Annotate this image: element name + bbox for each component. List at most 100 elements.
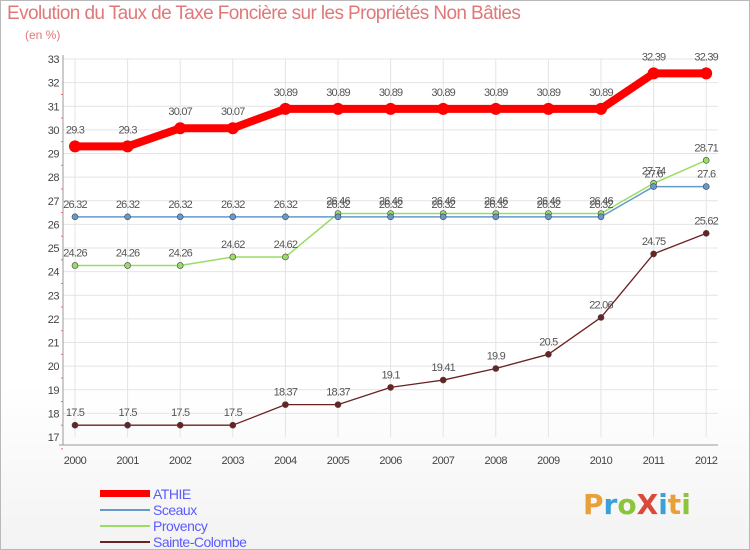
data-point-athie-2009 xyxy=(542,102,555,115)
data-label-sceaux-2003: 26.32 xyxy=(221,199,245,211)
legend-swatch-provency xyxy=(100,525,150,527)
data-point-sceaux-2002 xyxy=(176,213,184,221)
data-label-sceaux-2005: 26.32 xyxy=(326,199,350,211)
data-label-athie-2004: 30.89 xyxy=(274,87,298,99)
data-label-sceaux-2008: 26.32 xyxy=(484,199,508,211)
data-label-sceaux-2007: 26.32 xyxy=(431,199,455,211)
x-tick-label-2003: 2003 xyxy=(222,455,245,467)
grid xyxy=(63,58,718,437)
data-point-athie-2012 xyxy=(700,67,713,80)
logo-letter-0: P xyxy=(583,488,604,521)
legend-item-athie: ATHIE xyxy=(100,486,340,502)
data-point-sceaux-2003 xyxy=(229,213,237,221)
data-label-provency-2001: 24.26 xyxy=(116,247,140,259)
y-tick-label-19: 19 xyxy=(48,385,60,397)
data-label-athie-2005: 30.89 xyxy=(326,87,350,99)
data-label-sainte-colombe-2005: 18.37 xyxy=(326,387,350,399)
y-tick-label-32: 32 xyxy=(48,78,60,90)
data-label-provency-2010: 26.46 xyxy=(589,196,613,208)
data-point-athie-2007 xyxy=(437,102,450,115)
legend: ATHIE Sceaux Provency Sainte-Colombe xyxy=(100,486,340,550)
data-label-sainte-colombe-2012: 25.62 xyxy=(694,215,718,227)
logo-letter-6: i xyxy=(681,488,691,521)
data-point-sceaux-2011 xyxy=(650,183,657,190)
data-labels: 29.3 29.3 30.07 30.07 30.89 30.89 30.89 30.89 30… xyxy=(63,51,719,419)
data-point-athie-2011 xyxy=(647,67,660,80)
logo-letter-5: t xyxy=(667,488,682,521)
data-label-athie-2009: 30.89 xyxy=(537,87,561,99)
unit-label: (en %) xyxy=(25,28,61,42)
legend-item-provency: Provency xyxy=(100,518,340,534)
series-lines xyxy=(69,67,713,429)
data-label-provency-2011: 27.74 xyxy=(642,165,666,177)
chart-title: Evolution du Taux de Taxe Foncière sur l… xyxy=(7,3,521,24)
data-label-athie-2001: 29.3 xyxy=(118,124,137,136)
logo-letter-4: i xyxy=(658,488,668,521)
data-label-athie-2012: 32.39 xyxy=(694,51,718,63)
data-point-athie-2005 xyxy=(332,102,344,115)
y-tick-label-28: 28 xyxy=(48,172,60,184)
y-tick-label-30: 30 xyxy=(48,125,60,137)
data-label-sceaux-2006: 26.32 xyxy=(379,199,403,211)
data-point-sainte-colombe-2002 xyxy=(176,421,184,429)
data-point-sceaux-2000 xyxy=(71,213,79,221)
data-label-sainte-colombe-2006: 19.1 xyxy=(381,369,400,381)
y-tick-label-18: 18 xyxy=(48,408,60,420)
y-tick-label-27: 27 xyxy=(48,196,60,208)
data-label-sceaux-2011: 27.6 xyxy=(644,169,663,181)
legend-label-sainte-colombe: Sainte-Colombe xyxy=(153,534,247,550)
data-point-sceaux-2004 xyxy=(282,213,289,221)
y-tick-label-23: 23 xyxy=(48,290,60,302)
data-label-sainte-colombe-2007: 19.41 xyxy=(431,362,455,374)
data-point-sainte-colombe-2004 xyxy=(282,401,289,408)
data-point-athie-2008 xyxy=(489,102,502,115)
data-label-athie-2002: 30.07 xyxy=(168,106,192,118)
y-tick-label-20: 20 xyxy=(48,361,60,373)
data-label-sainte-colombe-2000: 17.5 xyxy=(66,407,85,419)
x-tick-label-2009: 2009 xyxy=(537,455,560,467)
data-label-provency-2000: 24.26 xyxy=(63,247,87,259)
y-tick-label-25: 25 xyxy=(48,243,60,255)
x-tick-label-2010: 2010 xyxy=(590,455,613,467)
y-tick-label-21: 21 xyxy=(48,338,60,350)
logo-letter-3: X xyxy=(636,488,659,521)
data-point-sceaux-2005 xyxy=(334,213,342,221)
logo-letter-2: o xyxy=(617,488,637,521)
data-label-athie-2000: 29.3 xyxy=(66,124,85,136)
data-label-sainte-colombe-2011: 24.75 xyxy=(642,236,666,248)
legend-item-sainte-colombe: Sainte-Colombe xyxy=(100,534,340,550)
data-point-sainte-colombe-2012 xyxy=(702,230,710,237)
data-label-provency-2008: 26.46 xyxy=(484,196,508,208)
data-point-sainte-colombe-2006 xyxy=(387,384,394,391)
logo-letter-1: r xyxy=(603,488,618,521)
data-point-provency-2004 xyxy=(282,253,289,261)
data-label-sainte-colombe-2008: 19.9 xyxy=(487,350,506,362)
data-label-sainte-colombe-2002: 17.5 xyxy=(171,407,190,419)
data-point-sainte-colombe-2009 xyxy=(545,351,552,358)
y-tick-label-33: 33 xyxy=(48,54,60,66)
legend-label-sceaux: Sceaux xyxy=(153,502,197,518)
data-point-athie-2001 xyxy=(121,140,134,153)
x-tick-label-2007: 2007 xyxy=(432,455,455,467)
data-label-provency-2007: 26.46 xyxy=(431,196,455,208)
data-point-athie-2006 xyxy=(384,102,397,115)
data-label-athie-2006: 30.89 xyxy=(379,87,403,99)
data-label-provency-2004: 24.62 xyxy=(274,239,298,251)
data-point-provency-2000 xyxy=(71,262,79,269)
data-point-provency-2001 xyxy=(124,262,131,269)
data-label-sceaux-2009: 26.32 xyxy=(537,199,561,211)
data-point-sceaux-2007 xyxy=(439,213,447,221)
data-point-athie-2002 xyxy=(174,122,187,135)
legend-swatch-sainte-colombe xyxy=(100,541,150,543)
data-label-provency-2003: 24.62 xyxy=(221,239,245,251)
legend-swatch-athie xyxy=(100,490,150,497)
data-point-sainte-colombe-2000 xyxy=(71,421,79,429)
data-label-athie-2010: 30.89 xyxy=(589,87,613,99)
data-label-sainte-colombe-2009: 20.5 xyxy=(539,336,558,348)
data-label-sceaux-2012: 27.6 xyxy=(697,169,716,181)
data-point-athie-2010 xyxy=(595,102,607,115)
data-point-sainte-colombe-2005 xyxy=(334,401,342,408)
data-label-sainte-colombe-2010: 22.06 xyxy=(589,299,613,311)
data-point-sainte-colombe-2001 xyxy=(124,421,131,429)
data-label-sceaux-2000: 26.32 xyxy=(63,199,87,211)
